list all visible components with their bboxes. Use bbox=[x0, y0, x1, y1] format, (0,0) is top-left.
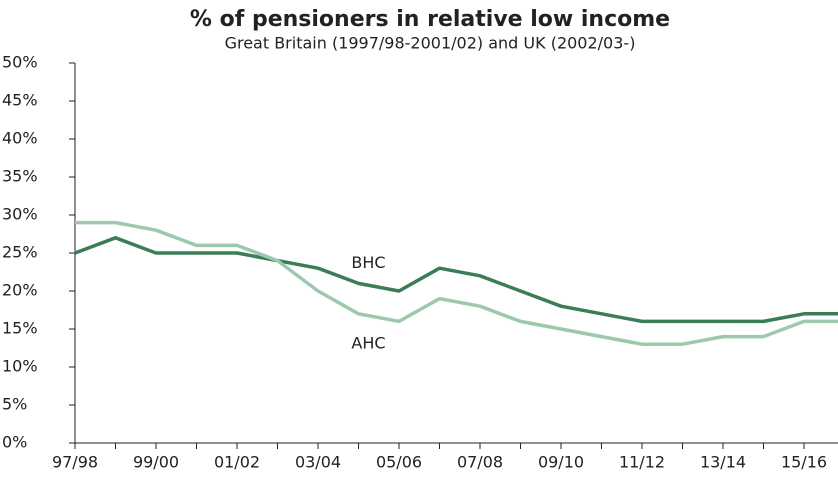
x-tick-label: 99/00 bbox=[133, 453, 179, 472]
y-tick-label: 30% bbox=[2, 205, 38, 224]
y-tick-label: 50% bbox=[2, 53, 38, 72]
line-series bbox=[75, 220, 838, 346]
x-tick-label: 15/16 bbox=[781, 453, 827, 472]
y-tick-label: 20% bbox=[2, 281, 38, 300]
x-tick-label: 07/08 bbox=[457, 453, 503, 472]
y-tick-label: 40% bbox=[2, 129, 38, 148]
line-series bbox=[74, 236, 838, 324]
x-tick-label: 05/06 bbox=[376, 453, 422, 472]
x-tick-label: 11/12 bbox=[619, 453, 665, 472]
chart-subtitle: Great Britain (1997/98-2001/02) and UK (… bbox=[225, 34, 636, 53]
x-tick-label: 13/14 bbox=[700, 453, 746, 472]
chart-title: % of pensioners in relative low income bbox=[190, 7, 670, 32]
y-tick-label: 10% bbox=[2, 357, 38, 376]
x-tick-label: 97/98 bbox=[52, 453, 98, 472]
y-tick-label: 0% bbox=[2, 433, 27, 452]
x-tick-label: 09/10 bbox=[538, 453, 584, 472]
y-tick-label: 25% bbox=[2, 243, 38, 262]
y-tick-label: 35% bbox=[2, 167, 38, 186]
x-tick-label: 01/02 bbox=[214, 453, 260, 472]
y-tick-label: 15% bbox=[2, 319, 38, 338]
y-tick-label: 5% bbox=[2, 395, 27, 414]
series-label: BHC bbox=[351, 253, 385, 272]
y-tick-label: 45% bbox=[2, 91, 38, 110]
x-tick-label: 03/04 bbox=[295, 453, 341, 472]
series-label: AHC bbox=[351, 333, 385, 352]
